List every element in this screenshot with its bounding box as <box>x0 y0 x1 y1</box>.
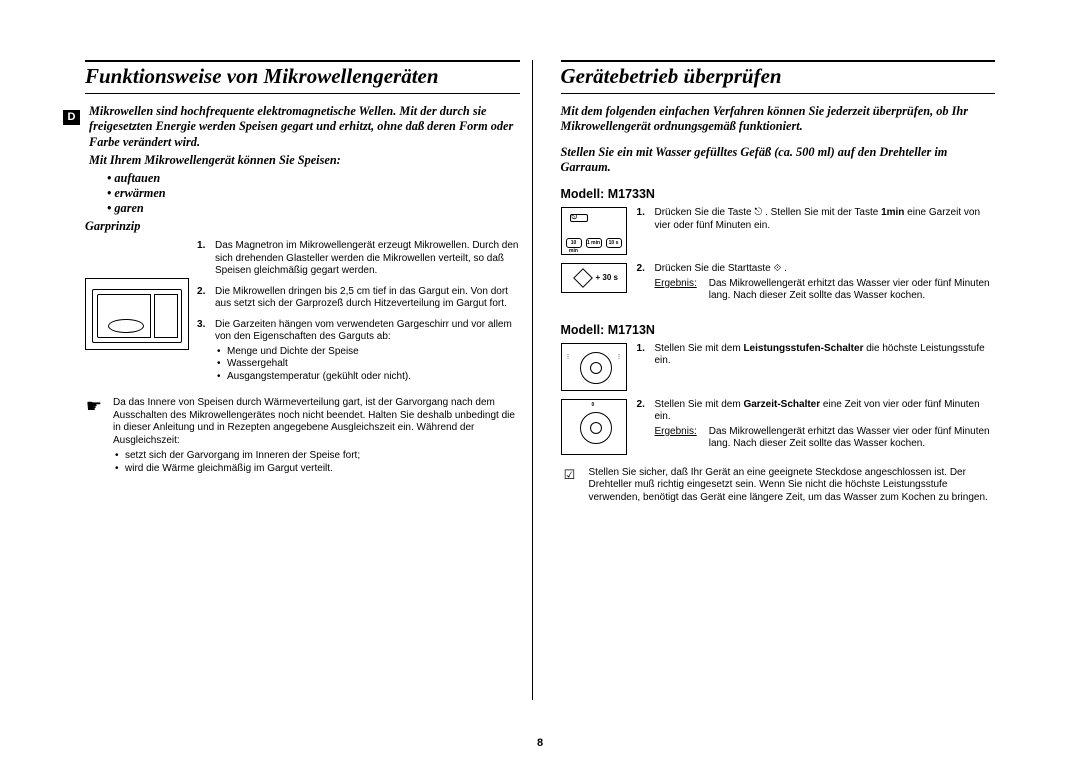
final-note-text: Stellen Sie sicher, daß Ihr Gerät an ein… <box>589 467 996 505</box>
left-title: Funktionsweise von Mikrowellengeräten <box>85 64 520 89</box>
left-title-bar: Funktionsweise von Mikrowellengeräten <box>85 60 520 94</box>
power-dial-figure: ⋮ ⋮ <box>561 343 627 391</box>
left-column: D Funktionsweise von Mikrowellengeräten … <box>85 60 533 700</box>
note-sublist: setzt sich der Garvorgang im Inneren der… <box>113 450 520 475</box>
b2-bold: Garzeit-Schalter <box>743 399 820 410</box>
capabilities-intro: Mit Ihrem Mikrowellengerät können Sie Sp… <box>85 153 520 168</box>
model-b-step1-list: Stellen Sie mit dem Leistungsstufen-Scha… <box>637 343 996 376</box>
right-column: Gerätebetrieb überprüfen Mit dem folgend… <box>557 60 996 700</box>
right-title: Gerätebetrieb überprüfen <box>561 64 996 89</box>
step-3-sublist: Menge und Dichte der Speise Wassergehalt… <box>215 346 520 384</box>
model-a-step1-list: Drücken Sie die Taste ⎋ . Stellen Sie mi… <box>637 207 996 240</box>
result-label-a: Ergebnis: <box>655 278 697 303</box>
model-a-step1: ⎋ 10 min 1 min 10 s Drücken Sie die Tast… <box>561 207 996 255</box>
result-text-b: Das Mikrowellengerät erhitzt das Wasser … <box>709 426 995 451</box>
model-a-step1-item: Drücken Sie die Taste ⎋ . Stellen Sie mi… <box>637 207 996 232</box>
result-label-b: Ergebnis: <box>655 426 697 451</box>
note-intro: Da das Innere von Speisen durch Wärmever… <box>113 397 515 446</box>
principle-steps: Das Magnetron im Mikrowellengerät erzeug… <box>197 240 520 391</box>
cap-reheat: erwärmen <box>107 186 520 201</box>
model-b-step2-list: Stellen Sie mit dem Garzeit-Schalter ein… <box>637 399 996 459</box>
btn-1min: 1 min <box>586 238 602 248</box>
sub-temp: Ausgangstemperatur (gekühlt oder nicht). <box>215 371 520 384</box>
page-number: 8 <box>537 737 543 749</box>
model-a-step2-item: Drücken Sie die Starttaste ⟐ . Ergebnis:… <box>637 263 996 303</box>
check-icon: ☑ <box>561 468 579 505</box>
model-a-header: Modell: M1733N <box>561 187 996 201</box>
model-b-header: Modell: M1713N <box>561 323 996 337</box>
a1-part1: Drücken Sie die Taste <box>655 207 755 218</box>
a1-part2: . Stellen Sie mit der Taste <box>762 207 881 218</box>
note-sub-even: wird die Wärme gleichmäßig im Gargut ver… <box>113 463 520 476</box>
model-b-step1-item: Stellen Sie mit dem Leistungsstufen-Scha… <box>637 343 996 368</box>
final-note-row: ☑ Stellen Sie sicher, daß Ihr Gerät an e… <box>561 467 996 505</box>
a1-1min: 1min <box>881 207 904 218</box>
start-plus30s: + 30 s <box>596 273 618 282</box>
btn-10min: 10 min <box>566 238 582 248</box>
model-a-result: Ergebnis: Das Mikrowellengerät erhitzt d… <box>655 278 996 303</box>
btn-10s: 10 s <box>606 238 622 248</box>
page-container: D Funktionsweise von Mikrowellengeräten … <box>85 60 995 700</box>
garprinzip-heading: Garprinzip <box>85 219 520 234</box>
model-b-result: Ergebnis: Das Mikrowellengerät erhitzt d… <box>655 426 996 451</box>
cap-defrost: auftauen <box>107 171 520 186</box>
sub-amount: Menge und Dichte der Speise <box>215 346 520 359</box>
step-1: Das Magnetron im Mikrowellengerät erzeug… <box>197 240 520 278</box>
timer-dial-figure: 0 <box>561 399 627 455</box>
b1-part1: Stellen Sie mit dem <box>655 343 744 354</box>
cap-cook: garen <box>107 201 520 216</box>
hand-icon: ☛ <box>85 397 103 475</box>
step-3-text: Die Garzeiten hängen vom verwendeten Gar… <box>215 319 512 343</box>
step-3: Die Garzeiten hängen vom verwendeten Gar… <box>197 319 520 384</box>
prep-instruction: Stellen Sie ein mit Wasser gefülltes Gef… <box>561 145 996 176</box>
language-badge: D <box>63 110 80 125</box>
capabilities-list: auftauen erwärmen garen <box>107 171 520 216</box>
model-b-step1: ⋮ ⋮ Stellen Sie mit dem Leistungsstufen-… <box>561 343 996 391</box>
model-b-step2: 0 Stellen Sie mit dem Garzeit-Schalter e… <box>561 399 996 459</box>
start-button-figure: + 30 s <box>561 263 627 293</box>
model-a-step2-list: Drücken Sie die Starttaste ⟐ . Ergebnis:… <box>637 263 996 311</box>
right-intro: Mit dem folgenden einfachen Verfahren kö… <box>561 104 996 135</box>
note-text-block: Da das Innere von Speisen durch Wärmever… <box>113 397 520 475</box>
model-a-step2: + 30 s Drücken Sie die Starttaste ⟐ . Er… <box>561 263 996 311</box>
microwave-illustration <box>85 278 189 350</box>
b2-part1: Stellen Sie mit dem <box>655 399 744 410</box>
standing-time-note: ☛ Da das Innere von Speisen durch Wärmev… <box>85 397 520 475</box>
a2-text: Drücken Sie die Starttaste ⟐ . <box>655 263 787 274</box>
b1-bold: Leistungsstufen-Schalter <box>743 343 863 354</box>
step-2: Die Mikrowellen dringen bis 2,5 cm tief … <box>197 286 520 311</box>
result-text-a: Das Mikrowellengerät erhitzt das Wasser … <box>709 278 995 303</box>
right-title-bar: Gerätebetrieb überprüfen <box>561 60 996 94</box>
note-sub-continue: setzt sich der Garvorgang im Inneren der… <box>113 450 520 463</box>
control-panel-figure: ⎋ 10 min 1 min 10 s <box>561 207 627 255</box>
principle-block: Das Magnetron im Mikrowellengerät erzeug… <box>85 240 520 391</box>
sub-water: Wassergehalt <box>215 358 520 371</box>
model-b-step2-item: Stellen Sie mit dem Garzeit-Schalter ein… <box>637 399 996 451</box>
left-intro: Mikrowellen sind hochfrequente elektroma… <box>85 104 520 150</box>
